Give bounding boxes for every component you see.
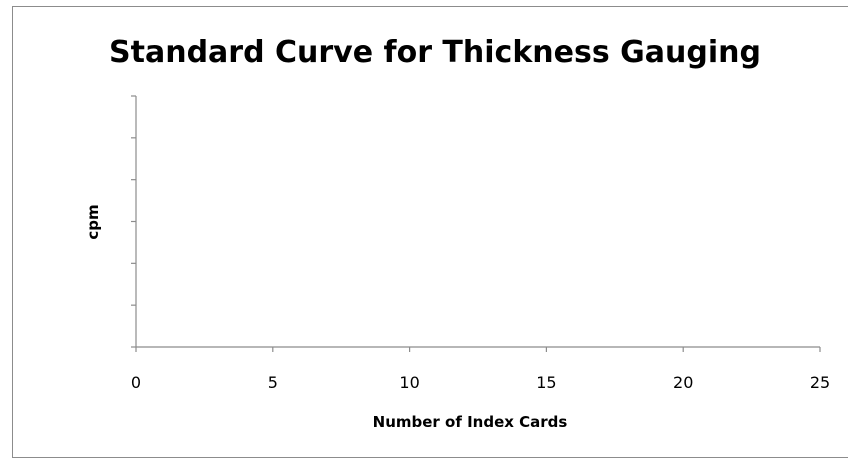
y-ticks-group [131,95,136,348]
x-tick-label: 25 [810,373,830,392]
y-axis-label: cpm [84,204,102,239]
x-tick-label: 0 [131,373,141,392]
x-ticks-group: 0 5 10 15 20 25 [131,347,830,392]
x-tick-label: 15 [536,373,556,392]
x-tick-label: 5 [268,373,278,392]
x-tick-label: 20 [673,373,693,392]
chart-frame [12,6,848,458]
x-tick-label: 10 [399,373,419,392]
x-axis-label: Number of Index Cards [373,413,568,431]
chart-title: Standard Curve for Thickness Gauging [109,35,761,70]
axes-group [135,96,820,348]
